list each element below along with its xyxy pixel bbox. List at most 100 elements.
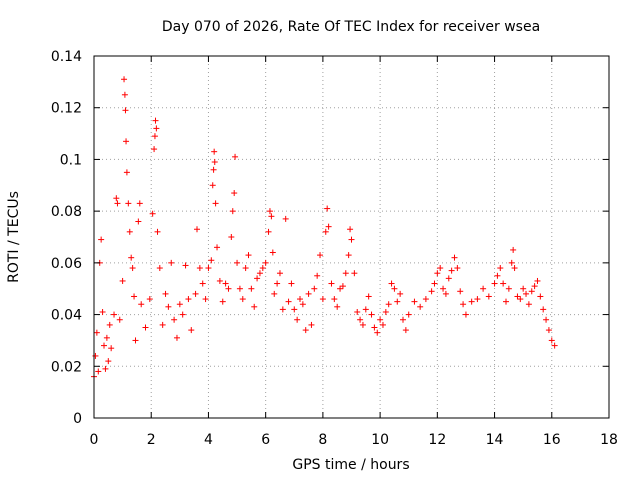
data-point bbox=[99, 308, 106, 315]
x-tick-label: 14 bbox=[486, 432, 504, 448]
data-point bbox=[101, 342, 108, 349]
data-point bbox=[431, 280, 438, 287]
data-point bbox=[294, 316, 301, 323]
data-point bbox=[382, 308, 389, 315]
data-point bbox=[95, 368, 102, 375]
data-point bbox=[434, 270, 441, 277]
data-point bbox=[397, 290, 404, 297]
data-point bbox=[374, 329, 381, 336]
data-point bbox=[212, 200, 219, 207]
data-point bbox=[113, 195, 120, 202]
data-point bbox=[543, 316, 550, 323]
x-tick-label: 16 bbox=[543, 432, 561, 448]
data-point bbox=[448, 267, 455, 274]
data-point bbox=[103, 334, 110, 341]
data-point bbox=[152, 117, 159, 124]
data-point bbox=[153, 125, 160, 132]
data-point bbox=[379, 321, 386, 328]
data-point bbox=[480, 285, 487, 292]
data-point bbox=[265, 228, 272, 235]
data-point bbox=[228, 234, 235, 240]
data-point bbox=[225, 285, 232, 292]
data-point bbox=[192, 290, 199, 297]
data-point bbox=[114, 200, 121, 207]
data-point bbox=[211, 159, 218, 166]
data-point bbox=[485, 293, 492, 300]
x-tick-label: 4 bbox=[204, 432, 213, 448]
data-point bbox=[159, 321, 166, 328]
data-point bbox=[146, 296, 153, 303]
data-point bbox=[428, 288, 435, 295]
data-point bbox=[537, 293, 544, 300]
data-point bbox=[285, 298, 292, 305]
data-point bbox=[305, 290, 312, 297]
data-point bbox=[345, 252, 352, 259]
data-point bbox=[274, 280, 281, 287]
data-point bbox=[111, 311, 118, 318]
data-point bbox=[357, 316, 364, 323]
data-point bbox=[385, 301, 392, 308]
x-axis-label: GPS time / hours bbox=[292, 457, 409, 473]
data-point bbox=[108, 345, 115, 352]
data-point bbox=[311, 285, 318, 292]
data-point bbox=[299, 301, 306, 308]
data-point bbox=[216, 277, 223, 284]
data-point bbox=[176, 301, 183, 308]
data-point bbox=[126, 228, 133, 235]
points-layer bbox=[91, 76, 558, 380]
data-point bbox=[205, 265, 212, 272]
data-point bbox=[523, 290, 530, 297]
data-point bbox=[119, 277, 126, 284]
data-point bbox=[331, 296, 338, 303]
data-point bbox=[514, 293, 521, 300]
data-point bbox=[105, 358, 112, 365]
data-point bbox=[266, 208, 273, 215]
data-point bbox=[525, 301, 532, 308]
data-point bbox=[540, 306, 547, 313]
data-point bbox=[500, 280, 507, 287]
data-point bbox=[262, 259, 269, 266]
data-point bbox=[339, 283, 346, 290]
data-point bbox=[188, 327, 195, 334]
data-point bbox=[199, 280, 206, 287]
y-tick-label: 0.14 bbox=[51, 49, 82, 65]
data-point bbox=[462, 311, 469, 318]
data-point bbox=[391, 285, 398, 292]
data-point bbox=[123, 169, 130, 176]
data-point bbox=[210, 166, 217, 173]
data-point bbox=[405, 311, 412, 318]
y-tick-label: 0.08 bbox=[51, 204, 82, 220]
data-point bbox=[116, 316, 123, 323]
data-point bbox=[545, 327, 552, 334]
data-point bbox=[417, 303, 424, 310]
data-point bbox=[136, 200, 143, 207]
data-point bbox=[362, 306, 369, 313]
data-point bbox=[142, 324, 149, 331]
data-point bbox=[510, 246, 517, 253]
data-point bbox=[319, 296, 326, 303]
data-point bbox=[517, 296, 524, 303]
data-point bbox=[129, 265, 136, 272]
data-point bbox=[511, 265, 518, 272]
data-point bbox=[232, 153, 239, 160]
data-point bbox=[219, 298, 226, 305]
x-tick-label: 10 bbox=[371, 432, 389, 448]
data-point bbox=[208, 257, 215, 264]
chart-title: Day 070 of 2026, Rate Of TEC Index for r… bbox=[162, 19, 540, 35]
x-tick-label: 6 bbox=[261, 432, 270, 448]
data-point bbox=[245, 252, 252, 259]
data-point bbox=[324, 205, 331, 212]
y-tick-label: 0.02 bbox=[51, 359, 82, 375]
data-point bbox=[236, 285, 243, 292]
data-point bbox=[173, 334, 180, 341]
data-point bbox=[548, 337, 555, 344]
data-point bbox=[551, 342, 558, 349]
data-point bbox=[132, 337, 139, 344]
data-point bbox=[125, 200, 132, 207]
data-point bbox=[445, 275, 452, 282]
data-point bbox=[92, 352, 99, 359]
data-point bbox=[337, 285, 344, 292]
data-point bbox=[93, 329, 100, 336]
data-point bbox=[377, 316, 384, 323]
